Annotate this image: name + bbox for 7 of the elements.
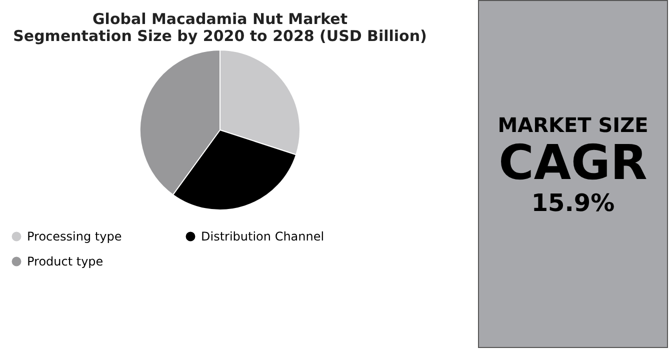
text: MARKET SIZE (498, 113, 648, 137)
text: 15.9% (531, 189, 615, 217)
text: CAGR (498, 135, 648, 191)
legend-label: Distribution Channel (201, 230, 324, 244)
legend-label: Processing type (27, 230, 122, 244)
legend-label: Product type (27, 254, 104, 268)
chart-title: Global Macadamia Nut Market Segmentation Size by 2020 to 2028 (USD Billion) (13, 10, 427, 45)
